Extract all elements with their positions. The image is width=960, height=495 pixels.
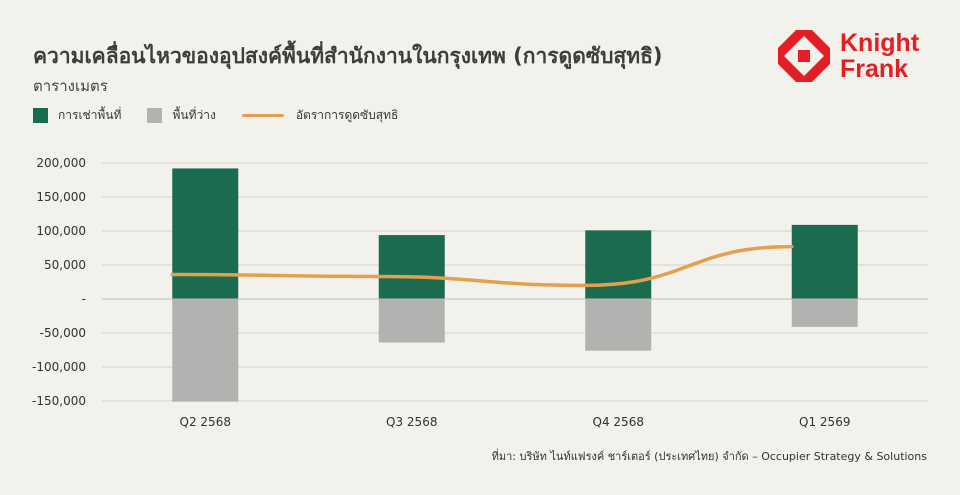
leasing-bar <box>791 224 858 299</box>
legend-swatch-vacancy <box>147 108 163 123</box>
leasing-bar <box>172 168 239 299</box>
legend-label-net-absorption: อัตราการดูดซับสุทธิ <box>295 108 399 122</box>
knight-frank-emblem-icon <box>778 30 830 82</box>
logo-wordmark: Knight Frank <box>840 30 919 82</box>
y-tick-label: - <box>82 292 86 306</box>
legend-item-leasing: การเช่าพื้นที่ <box>33 106 121 125</box>
legend-label-vacancy: พื้นที่ว่าง <box>172 108 216 122</box>
x-tick-label: Q1 2569 <box>799 415 850 429</box>
net-absorption-line <box>170 244 794 288</box>
y-tick-label: 100,000 <box>36 224 86 238</box>
y-tick-label: -100,000 <box>32 360 86 374</box>
vacancy-bar <box>585 299 652 351</box>
x-tick-label: Q4 2568 <box>593 415 644 429</box>
chart-legend: การเช่าพื้นที่ พื้นที่ว่าง อัตราการดูดซั… <box>33 106 424 125</box>
source-footnote: ที่มา: บริษัท ไนท์แฟรงค์ ชาร์เตอร์ (ประเ… <box>491 450 927 463</box>
logo-line-1: Knight <box>840 29 920 57</box>
legend-item-vacancy: พื้นที่ว่าง <box>147 106 216 125</box>
vacancy-bar <box>378 299 445 343</box>
legend-label-leasing: การเช่าพื้นที่ <box>58 108 122 122</box>
vacancy-bar <box>172 299 239 402</box>
leasing-bar <box>585 230 652 299</box>
logo-line-2: Frank <box>840 55 909 83</box>
chart-title: ความเคลื่อนไหวของอุปสงค์พื้นที่สำนักงานใ… <box>33 44 663 68</box>
legend-swatch-net-absorption <box>241 114 284 117</box>
legend-item-net-absorption: อัตราการดูดซับสุทธิ <box>241 106 399 125</box>
y-tick-label: 200,000 <box>36 156 86 170</box>
y-tick-label: -150,000 <box>32 394 86 408</box>
x-tick-label: Q2 2568 <box>180 415 231 429</box>
legend-swatch-leasing <box>33 108 48 123</box>
y-tick-label: 50,000 <box>44 258 86 272</box>
knight-frank-logo: Knight Frank <box>778 30 919 82</box>
chart-unit-label: ตารางเมตร <box>33 77 108 95</box>
x-tick-label: Q3 2568 <box>386 415 437 429</box>
y-tick-label: 150,000 <box>36 190 86 204</box>
vacancy-bar <box>791 299 858 327</box>
leasing-bar <box>378 235 445 299</box>
y-tick-label: -50,000 <box>40 326 86 340</box>
